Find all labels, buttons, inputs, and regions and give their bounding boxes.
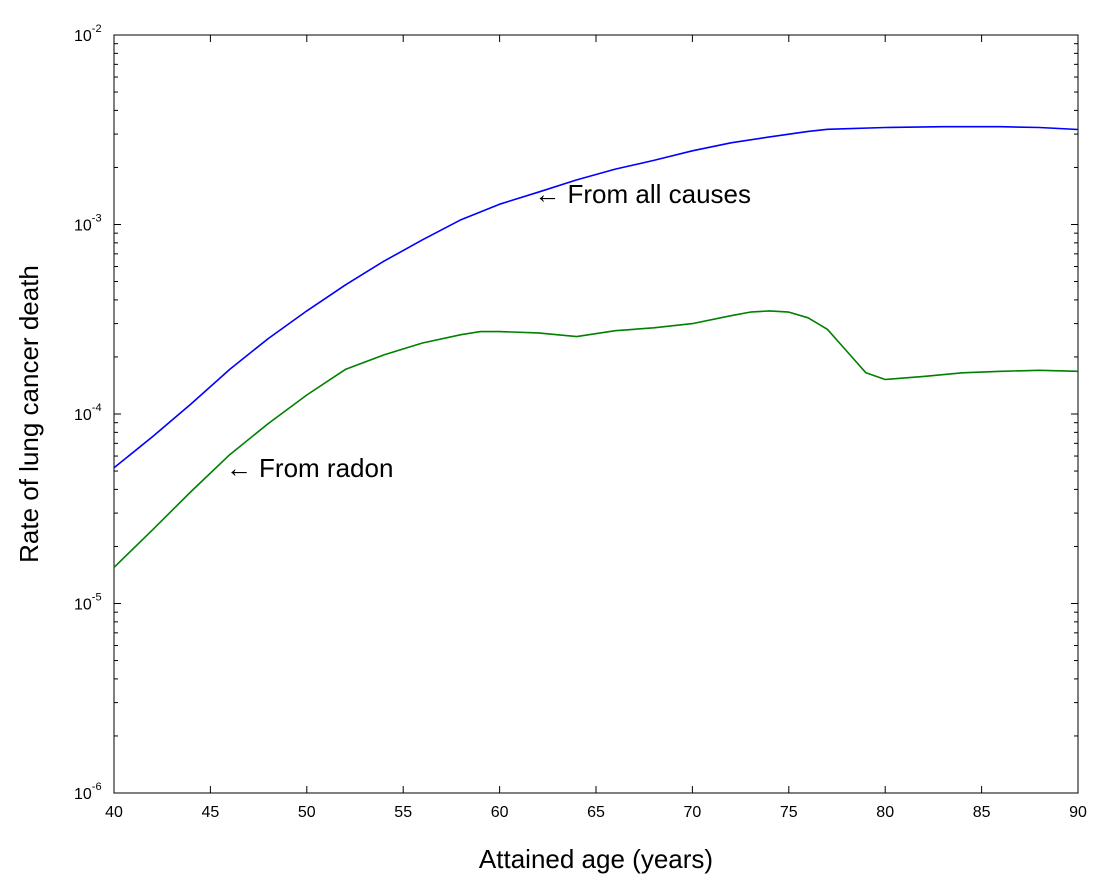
x-tick-label: 80	[876, 804, 894, 821]
y-tick-label: 10-6	[74, 781, 102, 803]
series-layer	[113, 125, 1079, 568]
annotation-2: ← From radon	[226, 453, 394, 483]
y-axis-title: Rate of lung cancer death	[14, 265, 44, 563]
x-tick-label: 85	[973, 804, 991, 821]
y-tick-label: 10-2	[74, 23, 102, 45]
x-tick-label: 65	[587, 804, 605, 821]
y-tick-label: 10-3	[74, 213, 102, 235]
y-tick-label: 10-5	[74, 592, 102, 614]
series-line-1	[113, 125, 1079, 469]
x-tick-label: 70	[684, 804, 702, 821]
plot-area	[113, 34, 1079, 794]
x-tick-label: 90	[1069, 804, 1087, 821]
ticks: 40 45 50 55 60 65 70 75 80 85 90 10-6 10-5 10-4 10-3 10…	[74, 23, 1087, 821]
annotation-1: ← From all causes	[534, 179, 751, 209]
x-tick-label: 50	[298, 804, 316, 821]
x-tick-label: 45	[202, 804, 220, 821]
x-axis-title: Attained age (years)	[479, 844, 713, 874]
x-tick-label: 55	[394, 804, 412, 821]
x-tick-label: 60	[491, 804, 509, 821]
x-tick-label: 40	[105, 804, 123, 821]
y-tick-label: 10-4	[74, 402, 102, 424]
x-tick-label: 75	[780, 804, 798, 821]
annotations: ← From all causes ← From radon	[226, 179, 751, 483]
series-line-2	[113, 310, 1079, 568]
